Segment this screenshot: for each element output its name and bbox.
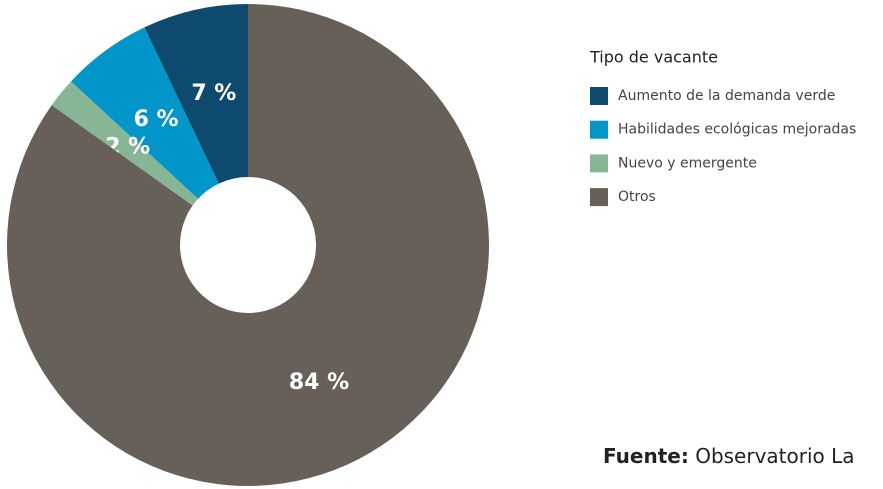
slice	[51, 81, 199, 206]
legend-swatch	[590, 154, 608, 173]
source-text: Observatorio La	[695, 444, 854, 468]
legend-swatch	[590, 87, 608, 105]
slice-label: 7 %	[191, 81, 236, 106]
legend-label: Habilidades ecológicas mejoradas	[618, 122, 856, 138]
legend-label: Otros	[618, 189, 656, 205]
source: Fuente: Observatorio La	[603, 444, 855, 468]
slice-label: 84 %	[289, 370, 349, 395]
source-label: Fuente:	[603, 444, 689, 468]
legend-title: Tipo de vacante	[589, 48, 718, 67]
legend-label: Aumento de la demanda verde	[618, 88, 835, 104]
slice	[144, 4, 248, 184]
slice	[70, 27, 219, 199]
legend-swatch	[590, 188, 608, 207]
legend-label: Nuevo y emergente	[618, 155, 757, 171]
slice-label: 6 %	[134, 107, 179, 132]
legend-swatch	[590, 120, 608, 139]
slice	[6, 4, 490, 486]
